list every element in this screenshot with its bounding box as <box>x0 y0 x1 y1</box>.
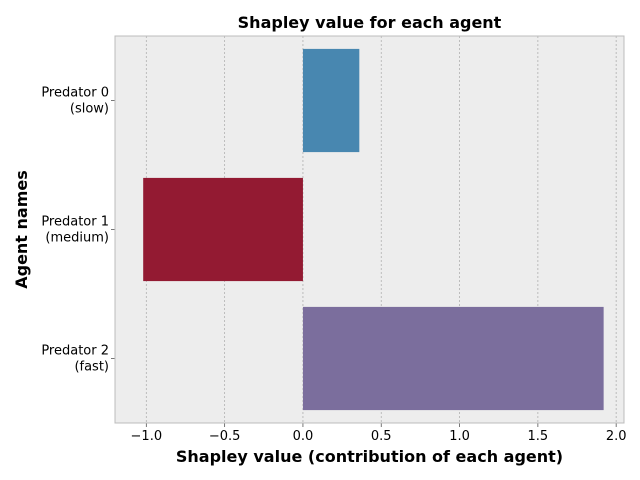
y-tick-label: Predator 0 <box>41 86 109 101</box>
x-tick-label: 0.0 <box>293 429 314 444</box>
bars <box>143 48 604 411</box>
bar <box>302 48 360 153</box>
y-axis-ticks: Predator 0(slow) Predator 1(medium) Predat… <box>41 86 115 375</box>
x-tick-label: −1.0 <box>131 429 163 444</box>
x-axis-ticks: −1.0 −0.5 0.0 0.5 1.0 1.5 2.0 <box>131 423 627 444</box>
plot-frame <box>114 35 625 424</box>
y-axis-label: Agent names <box>12 170 31 289</box>
chart-title: Shapley value for each agent <box>238 13 502 32</box>
x-tick-label: 1.0 <box>449 429 470 444</box>
x-tick-label: 0.5 <box>371 429 392 444</box>
x-axis-label: Shapley value (contribution of each agen… <box>176 447 563 466</box>
y-tick-label: (fast) <box>74 360 109 375</box>
bar <box>143 177 303 282</box>
x-tick-label: −0.5 <box>209 429 241 444</box>
y-tick-label: Predator 1 <box>41 215 109 230</box>
x-tick-label: 1.5 <box>528 429 549 444</box>
y-tick-label: (medium) <box>45 231 109 246</box>
y-tick-label: Predator 2 <box>41 344 109 359</box>
bar <box>302 306 604 411</box>
y-tick-label: (slow) <box>70 102 109 117</box>
x-tick-label: 2.0 <box>606 429 627 444</box>
